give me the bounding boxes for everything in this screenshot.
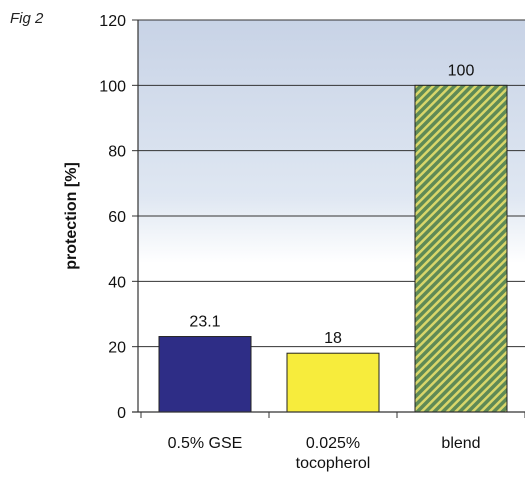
- y-tick-label: 60: [108, 209, 126, 226]
- y-tick-label: 20: [108, 340, 126, 357]
- y-tick-label: 40: [108, 274, 126, 291]
- value-label: 23.1: [189, 314, 220, 331]
- x-axis: 0.5% GSE 0.025% tocopherol blend: [132, 411, 525, 472]
- y-tick-label: 80: [108, 144, 126, 161]
- x-tick-label: 0.5% GSE: [168, 435, 243, 452]
- bar-tocopherol: [286, 352, 380, 413]
- value-label: 100: [448, 62, 475, 79]
- x-tick-label: blend: [441, 435, 480, 452]
- figure-label: Fig 2: [10, 10, 44, 27]
- bar-blend: [414, 84, 508, 413]
- y-axis-label: protection [%]: [63, 162, 80, 270]
- value-label: 18: [324, 330, 342, 347]
- bars: [158, 84, 508, 413]
- bar-gse: [158, 336, 252, 413]
- y-tick-label: 100: [99, 78, 126, 95]
- y-tick-label: 0: [117, 405, 126, 422]
- y-axis: 0 20 40 60 80 100 120: [99, 13, 139, 422]
- y-tick-label: 120: [99, 13, 126, 30]
- x-tick-label: 0.025% tocopherol: [296, 435, 371, 472]
- value-labels: 23.1 18 100: [189, 62, 474, 347]
